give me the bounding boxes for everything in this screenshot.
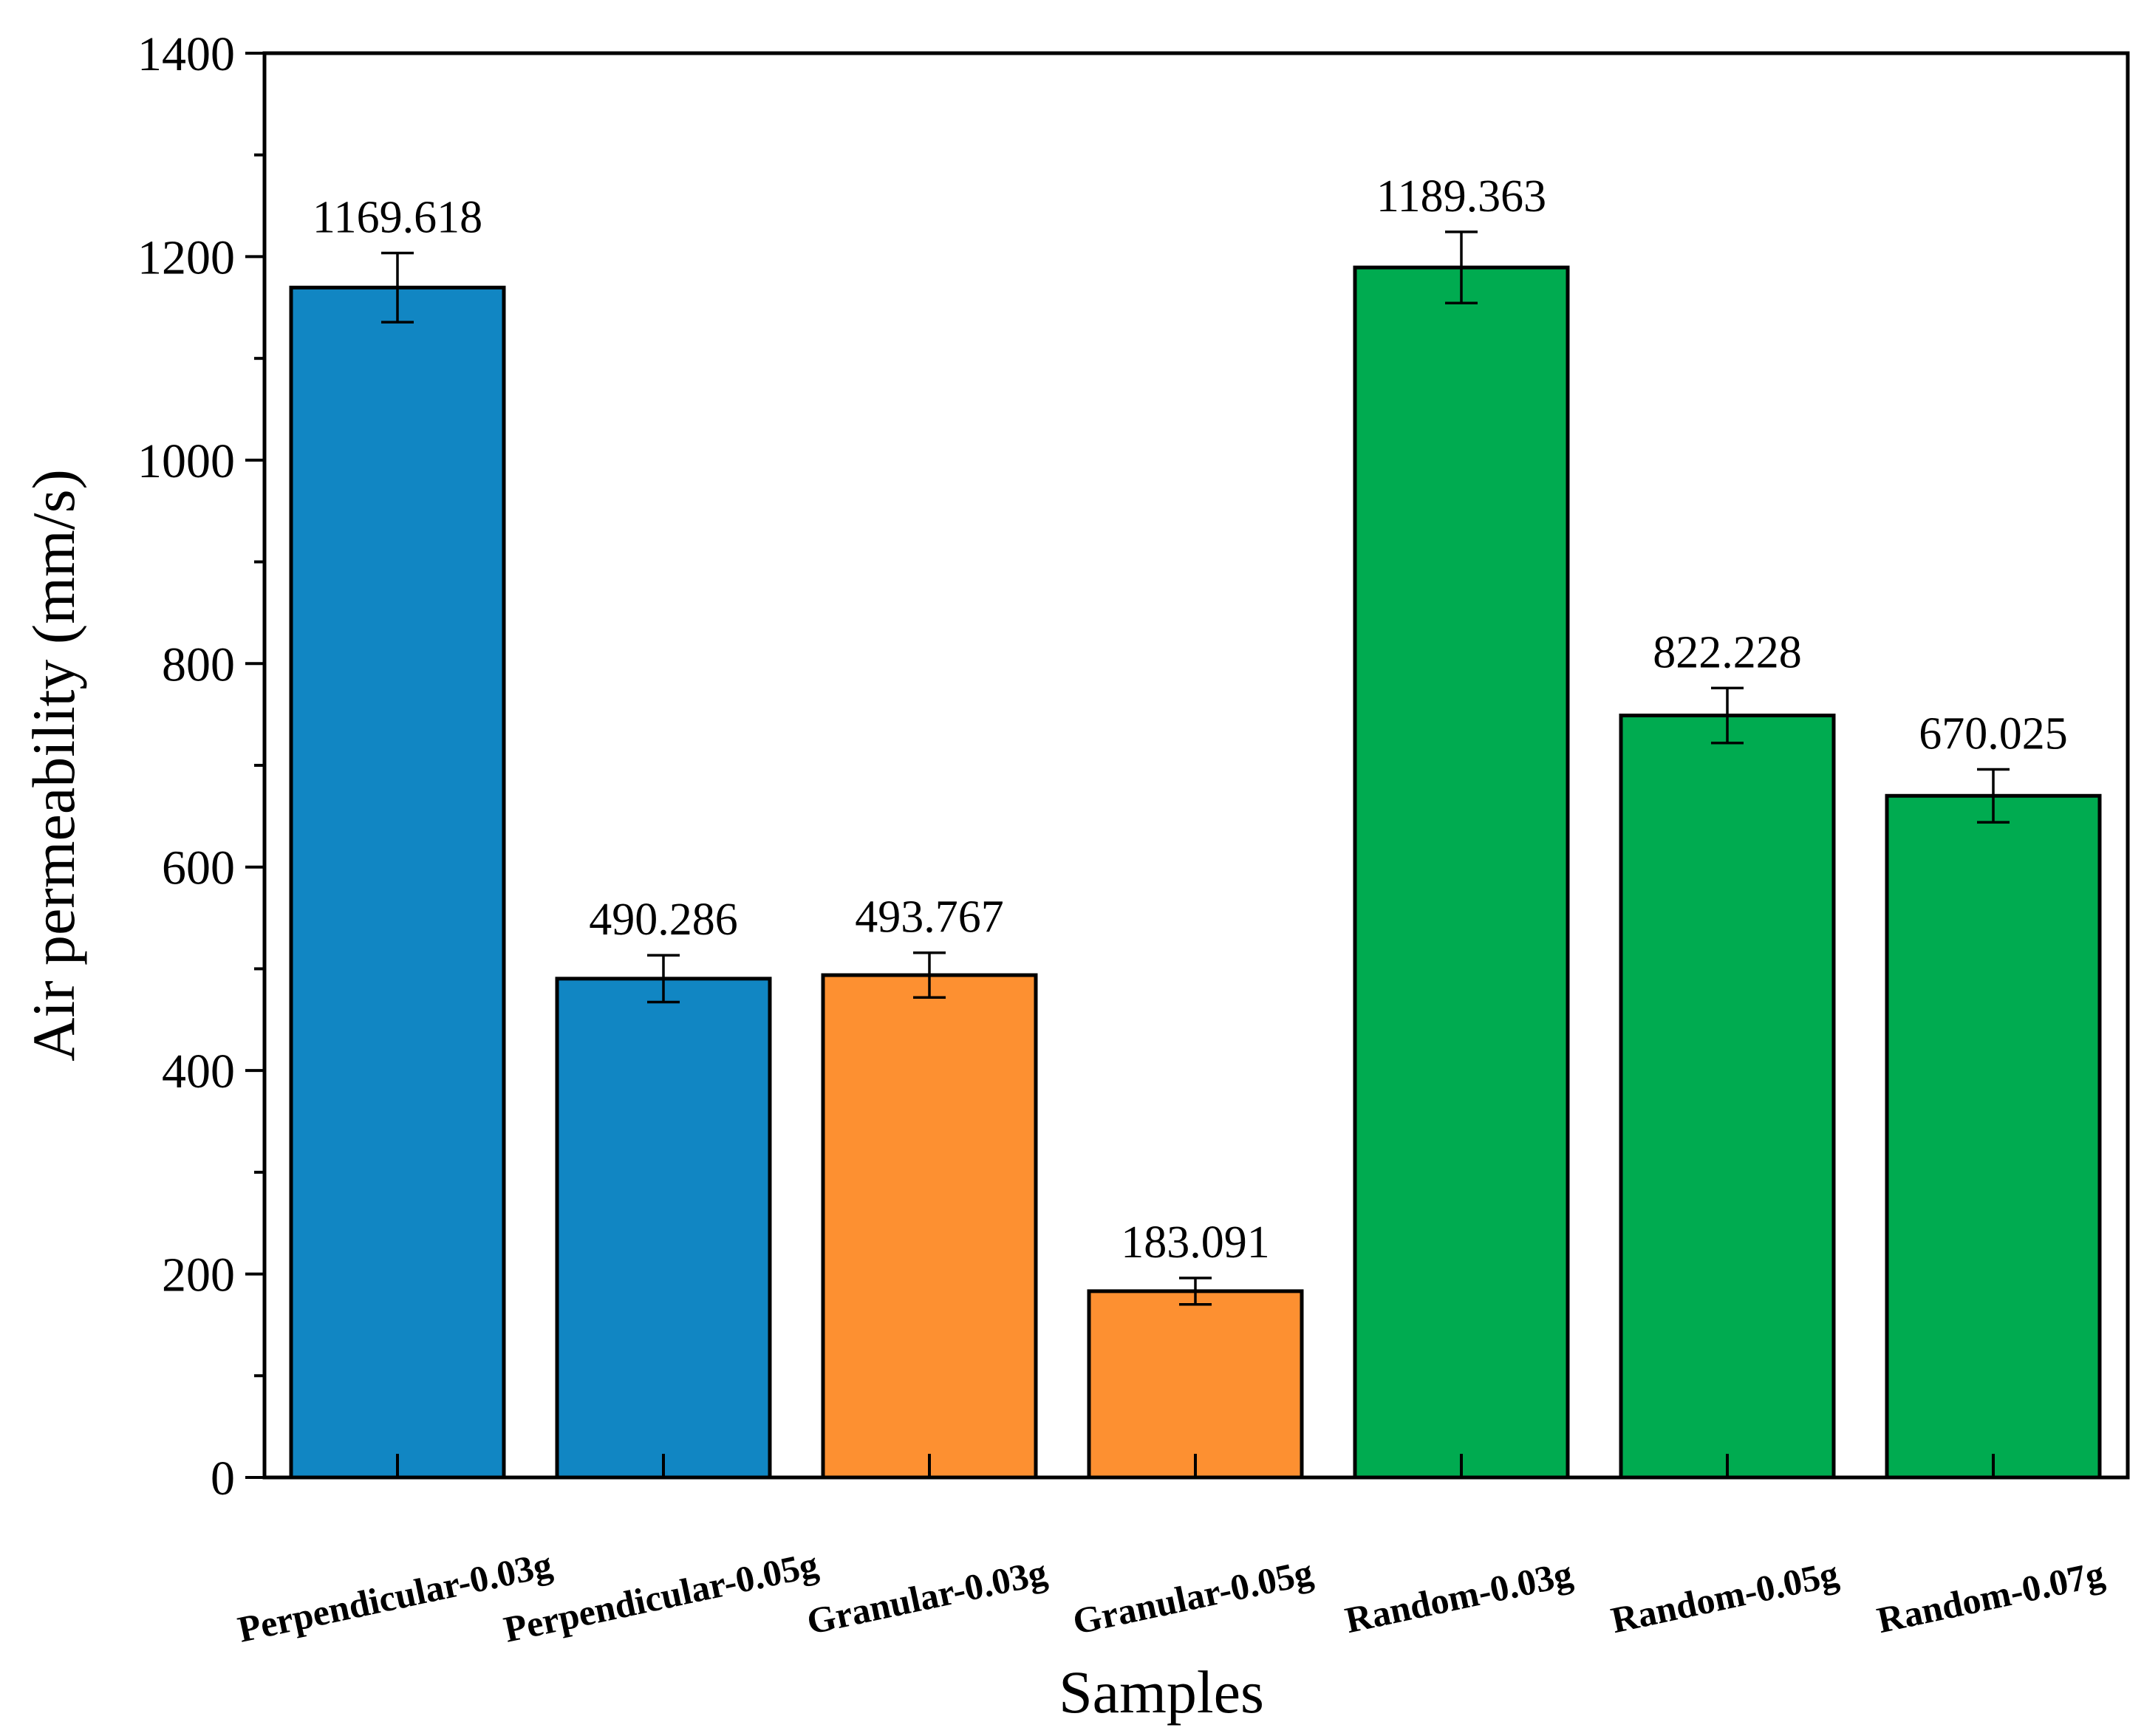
data-label: 1169.618 xyxy=(313,192,482,242)
y-tick-label: 1400 xyxy=(137,27,235,81)
bar xyxy=(1353,265,1570,1480)
data-label: 822.228 xyxy=(1653,627,1802,677)
bar xyxy=(555,977,772,1480)
bars-layer xyxy=(289,265,2102,1480)
bar xyxy=(1619,714,1836,1480)
x-tick-label: Random-0.05g xyxy=(1608,1552,1842,1641)
data-label: 183.091 xyxy=(1121,1217,1270,1268)
x-tick-label: Granular-0.05g xyxy=(1069,1551,1317,1642)
data-label: 1189.363 xyxy=(1376,171,1546,222)
y-tick-label: 800 xyxy=(162,638,235,691)
y-tick-label: 1200 xyxy=(137,230,235,284)
data-label: 490.286 xyxy=(589,895,738,945)
x-ticks-layer: Perpendicular-0.03gPerpendicular-0.05gGr… xyxy=(234,1454,2108,1650)
bar xyxy=(821,973,1038,1480)
error-bar xyxy=(1711,686,1744,745)
x-tick-label: Random-0.03g xyxy=(1342,1552,1576,1641)
x-axis-title: Samples xyxy=(1059,1658,1264,1726)
data-label: 670.025 xyxy=(1919,708,2068,759)
error-bar xyxy=(647,954,680,1004)
error-bar xyxy=(381,251,414,324)
y-tick-label: 1000 xyxy=(137,434,235,488)
y-axis-title: Air permeability (mm/s) xyxy=(20,469,87,1062)
x-tick-label: Granular-0.03g xyxy=(803,1551,1051,1642)
bar xyxy=(1885,793,2102,1480)
error-bar xyxy=(1977,768,2010,824)
data-label: 493.767 xyxy=(855,892,1004,943)
y-tick-label: 200 xyxy=(162,1248,235,1302)
error-bar xyxy=(1179,1277,1212,1306)
error-bar xyxy=(913,951,946,999)
y-ticks-layer: 0 200 400 600 800 1000 1200 1400 xyxy=(137,27,264,1506)
error-bar xyxy=(1445,230,1478,305)
error-bars-layer xyxy=(381,230,2010,1306)
y-tick-label: 600 xyxy=(162,841,235,895)
x-tick-label: Random-0.07g xyxy=(1874,1552,2108,1641)
data-labels-layer: 1169.618 490.286 493.767 183.091 1189.363 822… xyxy=(313,171,2068,1268)
bar xyxy=(1087,1289,1304,1480)
bar xyxy=(289,285,506,1480)
y-tick-label: 0 xyxy=(211,1452,235,1506)
y-tick-label: 400 xyxy=(162,1045,235,1098)
